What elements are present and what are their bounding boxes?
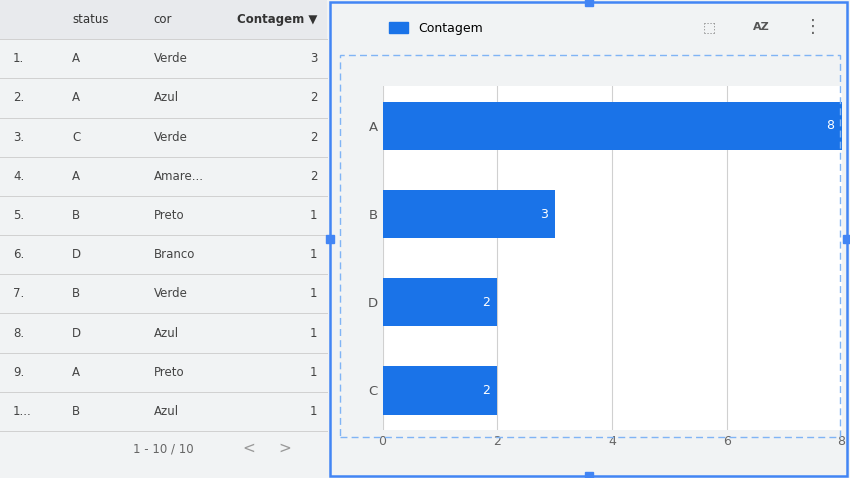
Text: AZ: AZ [753,22,769,33]
Text: Preto: Preto [154,209,184,222]
Bar [0,0,327,39]
Text: 1: 1 [310,366,317,379]
Text: Verde: Verde [154,287,188,300]
Text: Verde: Verde [154,130,188,143]
Text: ⬚: ⬚ [702,21,716,34]
Text: 8: 8 [826,120,835,132]
Text: A: A [72,170,80,183]
Text: 9.: 9. [13,366,25,379]
Text: >: > [278,441,291,456]
Legend: Contagem: Contagem [384,17,488,40]
Text: 8.: 8. [13,326,24,339]
Text: 1: 1 [310,248,317,261]
Text: Branco: Branco [154,248,196,261]
Bar [382,102,842,150]
Bar [382,190,554,239]
Text: A: A [72,52,80,65]
Text: 2: 2 [483,384,490,397]
Text: Azul: Azul [154,405,179,418]
Text: C: C [72,130,80,143]
Text: 7.: 7. [13,287,25,300]
Text: 2: 2 [310,170,317,183]
Text: 1: 1 [310,405,317,418]
Bar [340,55,840,437]
Text: 3.: 3. [13,130,24,143]
Text: <: < [242,441,255,456]
Text: Verde: Verde [154,52,188,65]
Text: B: B [72,405,80,418]
Bar [382,366,497,414]
Text: Azul: Azul [154,326,179,339]
Text: B: B [72,209,80,222]
Text: cor: cor [154,13,173,26]
Text: 1 - 10 / 10: 1 - 10 / 10 [133,442,194,455]
Text: 5.: 5. [13,209,24,222]
Text: 2: 2 [310,130,317,143]
Text: 1...: 1... [13,405,31,418]
Text: 2.: 2. [13,91,25,105]
Text: 3: 3 [310,52,317,65]
Text: 2: 2 [310,91,317,105]
Text: 1: 1 [310,326,317,339]
Text: Contagem ▼: Contagem ▼ [237,13,317,26]
Text: ⋮: ⋮ [804,19,823,36]
Text: Azul: Azul [154,91,179,105]
Text: 2: 2 [483,296,490,309]
Text: 1: 1 [310,287,317,300]
Text: Preto: Preto [154,366,184,379]
Text: status: status [72,13,109,26]
Text: A: A [72,91,80,105]
Bar [382,278,497,326]
Text: Amare...: Amare... [154,170,204,183]
Text: B: B [72,287,80,300]
Text: D: D [72,326,81,339]
Text: 4.: 4. [13,170,25,183]
Text: 3: 3 [540,207,547,220]
Text: 1: 1 [310,209,317,222]
Text: D: D [72,248,81,261]
Text: 1.: 1. [13,52,25,65]
Text: 6.: 6. [13,248,25,261]
Text: A: A [72,366,80,379]
